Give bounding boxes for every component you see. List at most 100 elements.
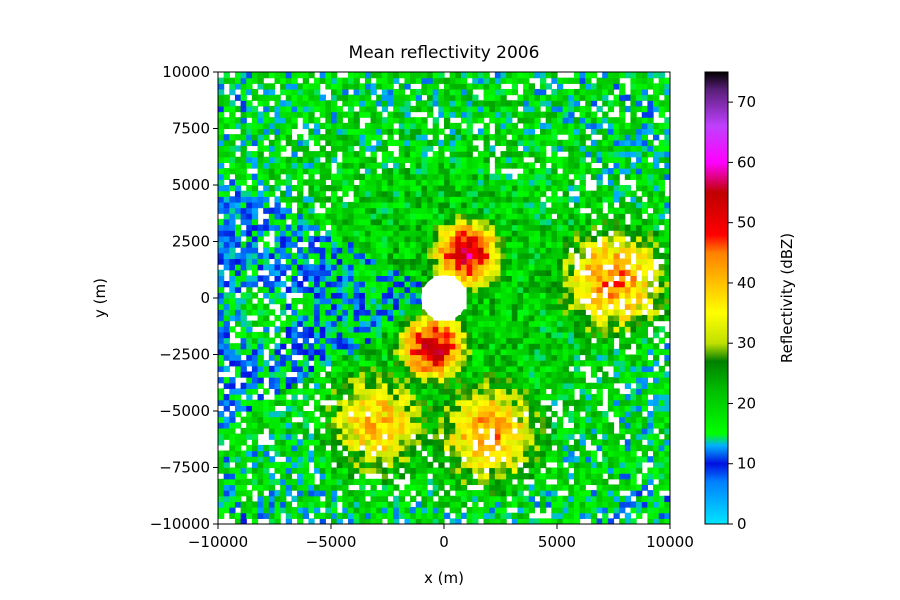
heatmap-cell [455,139,462,147]
heatmap-cell [517,411,524,418]
heatmap-cell [359,196,366,203]
heatmap-cell [353,156,360,163]
heatmap-cell [579,450,586,457]
heatmap-cell [347,394,355,401]
heatmap-cell [427,427,434,435]
heatmap-cell [325,377,332,384]
heatmap-cell [404,241,411,248]
heatmap-cell [427,224,434,231]
heatmap-cell [540,134,547,141]
heatmap-cell [331,185,338,192]
heatmap-cell [460,377,468,384]
heatmap-cell [410,388,417,395]
heatmap-cell [602,320,609,327]
heatmap-cell [573,461,581,469]
heatmap-cell [251,427,259,435]
heatmap-cell [540,100,547,107]
heatmap-cell [398,94,406,101]
heatmap-cell [477,252,485,260]
heatmap-cell [257,128,264,135]
heatmap-cell [376,501,383,508]
heatmap-cell [223,224,230,231]
heatmap-cell [449,128,456,135]
heatmap-cell [336,230,343,237]
heatmap-cell [517,111,524,118]
heatmap-cell [263,320,270,327]
heatmap-cell [596,399,603,406]
heatmap-cell [472,134,479,141]
heatmap-cell [613,456,620,463]
heatmap-cell [336,111,343,118]
heatmap-cell [280,303,287,310]
heatmap-cell [251,122,259,130]
heatmap-cell [596,173,603,180]
heatmap-cell [551,139,558,147]
heatmap-cell [336,399,343,406]
heatmap-cell [511,512,519,519]
heatmap-cell [579,309,586,316]
heatmap-cell [619,461,626,469]
heatmap-cell [466,343,473,350]
heatmap-cell [387,111,394,118]
heatmap-cell [325,156,332,163]
heatmap-cell [325,252,332,260]
heatmap-cell [449,218,456,226]
heatmap-cell [398,303,406,310]
heatmap-cell [506,433,513,440]
heatmap-cell [607,377,615,384]
heatmap-cell [240,145,247,152]
heatmap-cell [421,461,428,469]
heatmap-cell [229,450,236,457]
heatmap-cell [331,348,338,356]
heatmap-cell [585,314,592,322]
heatmap-cell [489,444,496,452]
heatmap-cell [466,348,473,356]
heatmap-cell [466,218,473,226]
heatmap-cell [381,298,389,305]
heatmap-cell [585,399,592,406]
heatmap-cell [291,224,298,231]
heatmap-cell [302,122,309,130]
heatmap-cell [331,377,338,384]
heatmap-cell [466,416,473,423]
heatmap-cell [302,507,309,514]
heatmap-cell [472,286,479,293]
heatmap-cell [455,473,462,480]
heatmap-cell [551,88,558,96]
heatmap-cell [568,275,575,282]
heatmap-cell [347,258,355,265]
heatmap-cell [528,518,535,524]
heatmap-cell [551,365,558,373]
heatmap-cell [302,314,309,322]
heatmap-cell [472,411,479,418]
heatmap-cell [534,117,541,124]
heatmap-cell [218,224,225,231]
heatmap-cell [381,230,389,237]
heatmap-cell [523,190,530,197]
heatmap-cell [573,320,581,327]
heatmap-cell [449,478,456,486]
heatmap-cell [347,473,355,480]
heatmap-cell [364,111,372,118]
heatmap-cell [573,371,581,378]
heatmap-cell [398,134,406,141]
heatmap-cell [308,105,315,113]
heatmap-cell [291,382,298,389]
heatmap-cell [314,105,321,113]
heatmap-cell [455,320,462,327]
heatmap-cell [263,258,270,265]
heatmap-cell [229,411,236,418]
heatmap-cell [404,303,411,310]
heatmap-cell [523,111,530,118]
heatmap-cell [415,416,422,423]
heatmap-cell [455,337,462,344]
heatmap-cell [540,490,547,497]
heatmap-cell [517,371,524,378]
heatmap-cell [325,134,332,141]
heatmap-cell [410,252,417,260]
heatmap-cell [517,405,524,412]
heatmap-cell [274,343,281,350]
heatmap-cell [557,162,564,169]
heatmap-cell [596,416,603,423]
heatmap-cell [506,501,513,508]
